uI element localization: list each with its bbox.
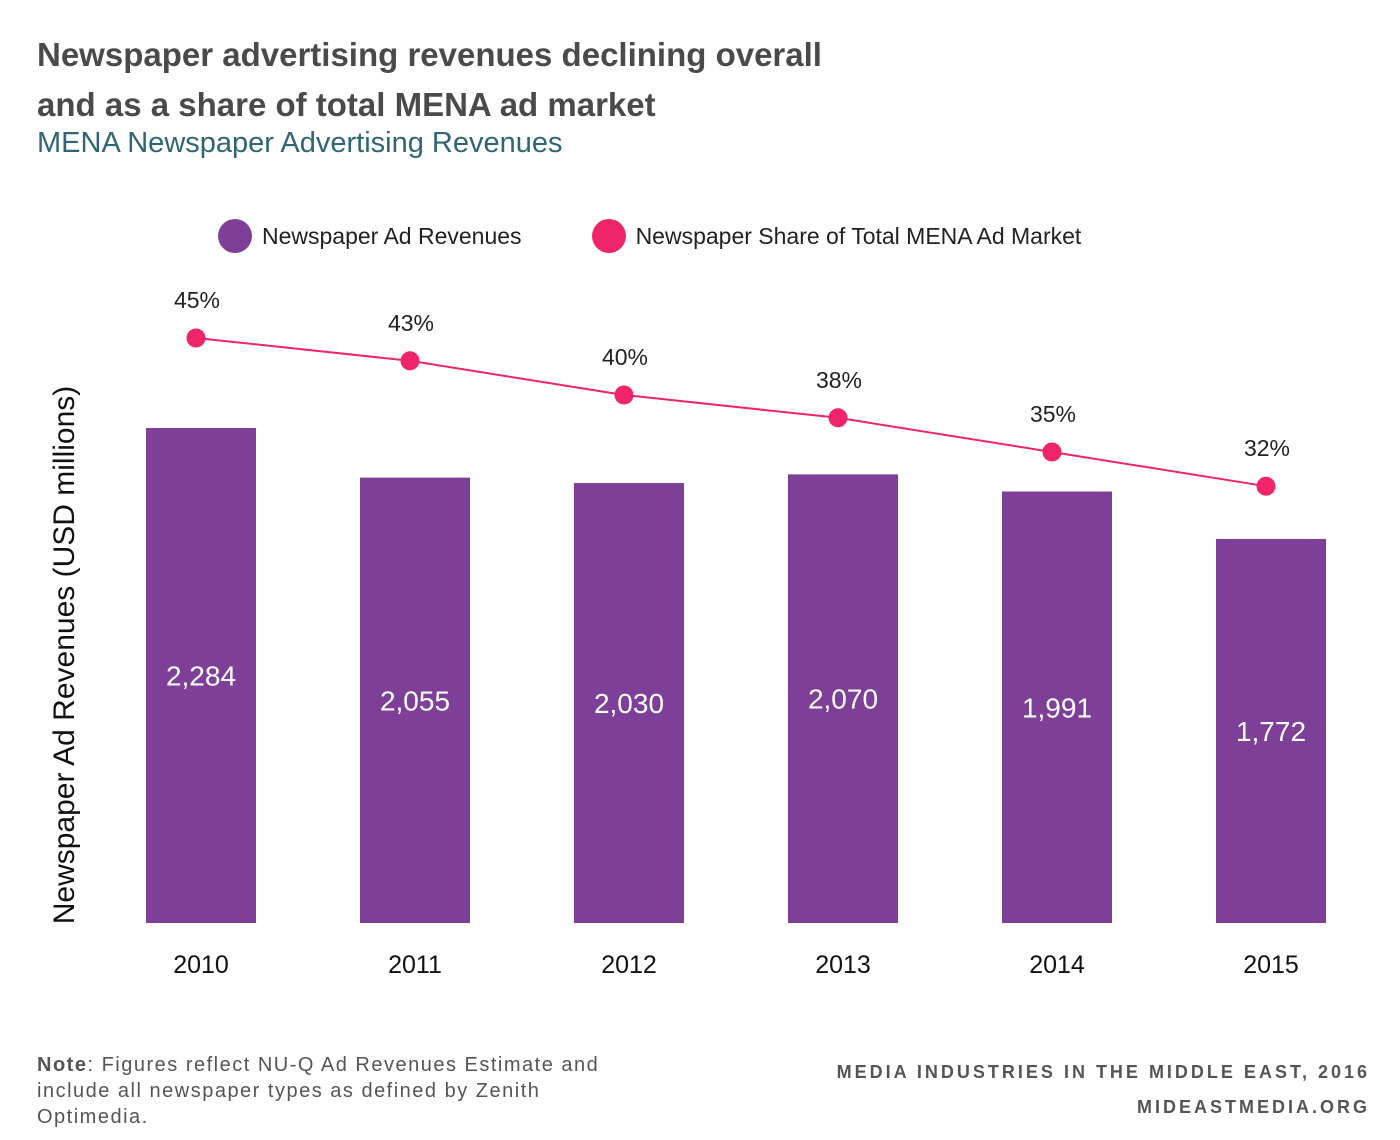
share-point-2010 [186,328,206,348]
bar-2011 [360,477,470,923]
share-point-2013 [828,408,848,428]
legend-label-revenues: Newspaper Ad Revenues [262,222,522,249]
chart-title-line2: and as a share of total MENA ad market [37,86,656,123]
share-label-2010: 45% [174,287,220,313]
source-line1: MEDIA INDUSTRIES IN THE MIDDLE EAST, 201… [836,1062,1370,1082]
legend-label-share: Newspaper Share of Total MENA Ad Market [635,222,1082,249]
source-credit: MEDIA INDUSTRIES IN THE MIDDLE EAST, 201… [837,1055,1370,1125]
chart-title-line1: Newspaper advertising revenues declining… [37,36,822,73]
x-tick-label-2010: 2010 [173,951,229,979]
x-tick-label-2012: 2012 [601,951,657,979]
legend-item-revenues: Newspaper Ad Revenues [218,219,522,253]
footnote-text: : Figures reflect NU-Q Ad Revenues Estim… [37,1054,600,1128]
legend: Newspaper Ad Revenues Newspaper Share of… [218,216,1081,256]
footnote-label: Note [37,1054,88,1076]
share-label-2011: 43% [388,310,434,336]
x-tick-label-2014: 2014 [1029,951,1085,979]
bar-value-label-2010: 2,284 [166,661,236,692]
bar-2014 [1002,491,1112,923]
share-point-2015 [1256,476,1276,496]
bar-2013 [788,474,898,923]
bar-value-label-2015: 1,772 [1236,716,1306,747]
x-tick-label-2011: 2011 [388,951,442,979]
share-point-2012 [614,385,634,405]
chart-subtitle: MENA Newspaper Advertising Revenues [37,127,563,159]
legend-item-share: Newspaper Share of Total MENA Ad Market [591,219,1082,253]
bar-value-label-2012: 2,030 [594,688,664,719]
legend-swatch-revenues [218,219,252,253]
share-label-2013: 38% [816,367,862,393]
source-line2: MIDEASTMEDIA.ORG [1136,1097,1370,1117]
bar-2010 [146,428,256,923]
share-point-2011 [400,351,420,371]
legend-swatch-share [591,219,626,253]
share-label-2015: 32% [1244,435,1290,461]
share-label-2012: 40% [602,344,648,370]
bar-2015 [1216,538,1326,923]
bar-value-label-2014: 1,991 [1022,692,1092,723]
bar-value-label-2011: 2,055 [380,685,450,716]
share-line [195,337,1267,488]
footnote: Note: Figures reflect NU-Q Ad Revenues E… [37,1052,657,1130]
bar-value-label-2013: 2,070 [808,684,878,715]
x-tick-label-2015: 2015 [1243,951,1299,979]
share-point-2014 [1042,442,1062,462]
bar-2012 [574,483,684,923]
share-label-2014: 35% [1030,401,1076,427]
x-tick-label-2013: 2013 [815,951,871,979]
chart-title: Newspaper advertising revenues declining… [37,30,1037,130]
